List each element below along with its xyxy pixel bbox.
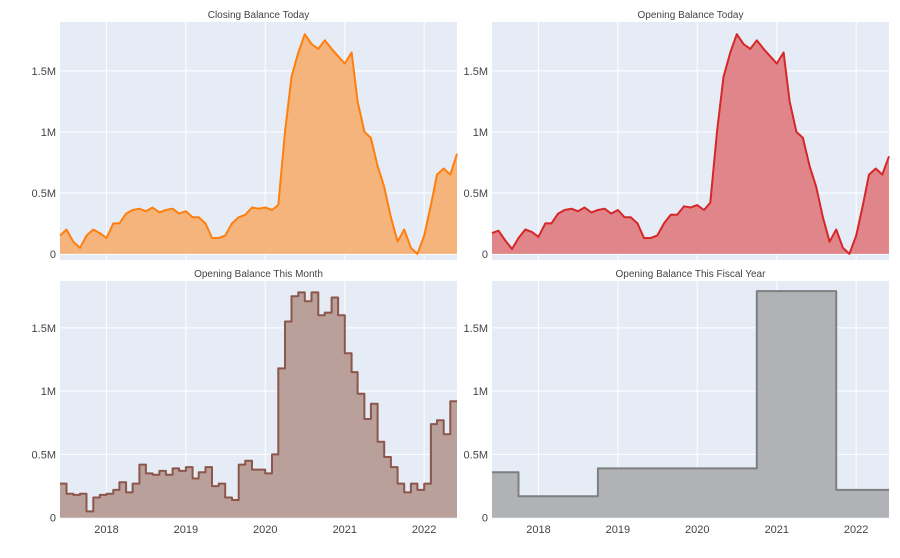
y-tick-label: 0.5M bbox=[464, 449, 488, 461]
y-tick-label: 0.5M bbox=[464, 188, 488, 200]
y-tick-label: 1.5M bbox=[32, 323, 56, 335]
y-tick-label: 1.5M bbox=[464, 66, 488, 78]
y-tick-label: 1M bbox=[41, 386, 56, 398]
y-tick-label: 0 bbox=[482, 249, 488, 261]
chart-title: Opening Balance This Month bbox=[194, 269, 323, 280]
chart-title: Opening Balance This Fiscal Year bbox=[616, 269, 767, 280]
chart-2: 0 0.5M 1M 1.5M Opening Balance Today bbox=[464, 10, 890, 261]
series-area bbox=[492, 291, 889, 518]
chart-3: 0 0.5M 1M 1.5M 2018 2019 2020 2021 2022 Opening B… bbox=[32, 269, 457, 536]
chart-1: 0 0.5M 1M 1.5M Closing Balance Today bbox=[32, 10, 458, 261]
x-tick-label: 2022 bbox=[412, 524, 436, 536]
series-line bbox=[492, 290, 889, 498]
x-tick-label: 2022 bbox=[844, 524, 868, 536]
chart-title: Opening Balance Today bbox=[637, 10, 743, 21]
chart-4: 0 0.5M 1M 1.5M 2018 2019 2020 2021 2022 Opening B… bbox=[464, 269, 889, 536]
y-tick-label: 1M bbox=[473, 386, 488, 398]
series-area bbox=[60, 292, 457, 518]
series-line bbox=[59, 33, 458, 255]
x-tick-label: 2019 bbox=[174, 524, 198, 536]
y-tick-label: 1.5M bbox=[32, 66, 56, 78]
x-tick-label: 2020 bbox=[253, 524, 277, 536]
y-tick-label: 0.5M bbox=[32, 188, 56, 200]
y-tick-label: 1M bbox=[41, 127, 56, 139]
x-tick-label: 2019 bbox=[606, 524, 630, 536]
y-tick-label: 0 bbox=[50, 249, 56, 261]
y-tick-label: 0 bbox=[50, 513, 56, 525]
y-tick-label: 1.5M bbox=[464, 323, 488, 335]
series-line bbox=[60, 291, 457, 513]
y-tick-label: 0 bbox=[482, 513, 488, 525]
y-tick-label: 0.5M bbox=[32, 449, 56, 461]
x-tick-label: 2021 bbox=[333, 524, 357, 536]
x-tick-label: 2018 bbox=[94, 524, 118, 536]
y-tick-label: 1M bbox=[473, 127, 488, 139]
series-area bbox=[60, 34, 457, 254]
chart-title: Closing Balance Today bbox=[208, 10, 310, 21]
x-tick-label: 2018 bbox=[526, 524, 550, 536]
x-tick-label: 2020 bbox=[685, 524, 709, 536]
x-tick-label: 2021 bbox=[765, 524, 789, 536]
series-line bbox=[491, 33, 890, 255]
series-area bbox=[492, 34, 889, 254]
